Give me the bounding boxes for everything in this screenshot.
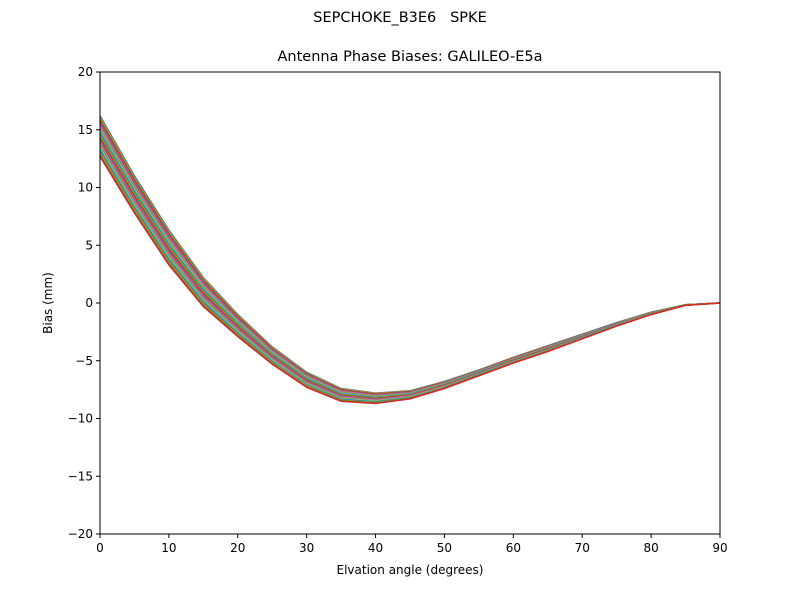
chart-title: Antenna Phase Biases: GALILEO-E5a	[277, 49, 543, 65]
y-tick-label: 15	[78, 123, 93, 137]
y-axis-label: Bias (mm)	[41, 272, 55, 334]
data-series-line	[99, 122, 721, 396]
y-tick-label: 20	[78, 65, 93, 79]
x-tick-label: 40	[368, 541, 383, 555]
data-series-line	[99, 126, 721, 397]
y-tick-label: 5	[85, 238, 93, 252]
figure-suptitle: SEPCHOKE_B3E6 SPKE	[313, 10, 487, 26]
y-tick-label: −15	[68, 469, 93, 483]
y-tick-label: −5	[75, 354, 93, 368]
x-tick-label: 20	[230, 541, 245, 555]
y-tick-label: 0	[85, 296, 93, 310]
data-series-line	[99, 115, 721, 394]
x-axis-label: Elvation angle (degrees)	[337, 563, 484, 577]
x-tick-label: 10	[161, 541, 176, 555]
data-series-line	[99, 117, 721, 395]
y-tick-label: 10	[78, 181, 93, 195]
data-series-line	[99, 124, 721, 397]
plot-frame	[99, 71, 721, 535]
data-lines	[99, 115, 721, 405]
data-series-line	[99, 120, 721, 396]
x-axis: 0 10 20 30 40 50 60 70 80 90	[96, 534, 728, 555]
x-tick-label: 50	[437, 541, 452, 555]
data-series-line	[99, 119, 721, 395]
x-tick-label: 80	[643, 541, 658, 555]
x-tick-label: 90	[712, 541, 727, 555]
y-axis: −20 −15 −10 −5 0 5 10 15 20	[68, 65, 100, 541]
y-tick-label: −20	[68, 527, 93, 541]
x-tick-label: 0	[96, 541, 104, 555]
data-series-line	[99, 155, 721, 405]
y-tick-label: −10	[68, 412, 93, 426]
x-tick-label: 30	[299, 541, 314, 555]
x-tick-label: 70	[575, 541, 590, 555]
x-tick-label: 60	[506, 541, 521, 555]
